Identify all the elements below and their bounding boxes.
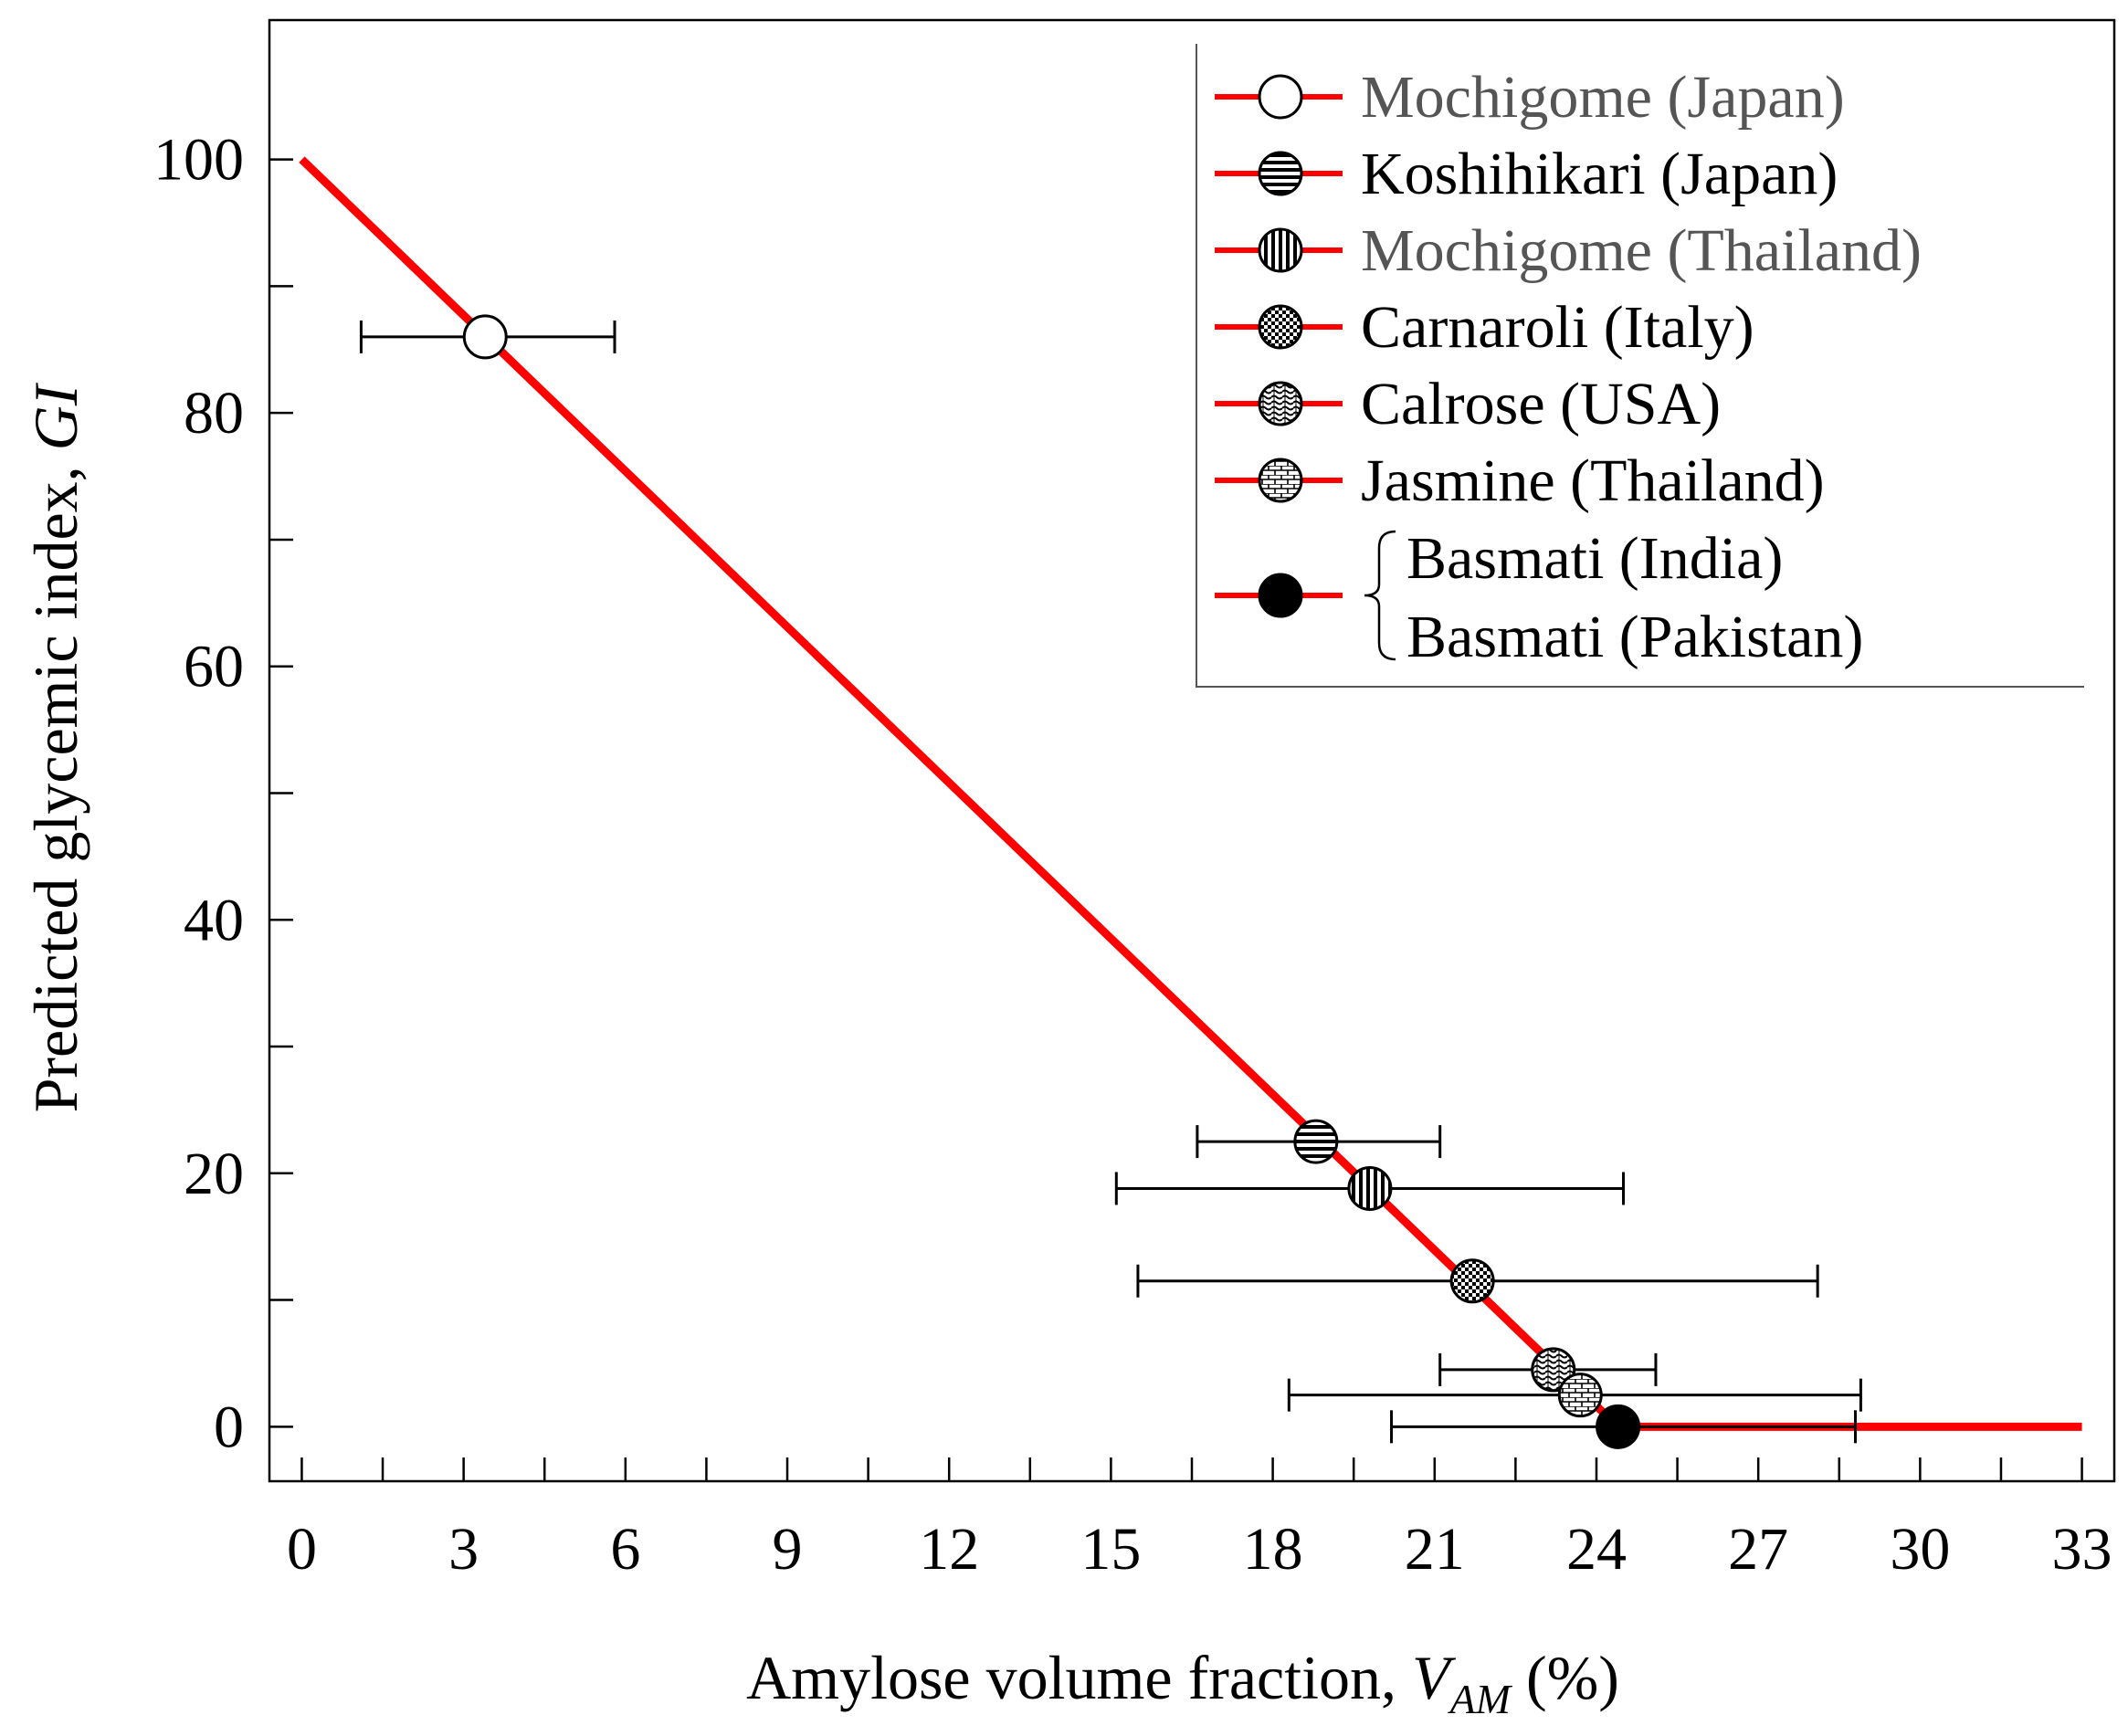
x-tick-label: 15 xyxy=(1080,1516,1141,1583)
y-tick-label: 0 xyxy=(214,1394,244,1460)
y-tick-label: 40 xyxy=(184,887,244,953)
legend-frame xyxy=(1196,44,2084,688)
fit-line xyxy=(299,156,2082,1431)
legend-label: Mochigome (Japan) xyxy=(1361,64,1845,131)
legend-marker xyxy=(1258,573,1303,618)
x-tick-label: 21 xyxy=(1405,1516,1465,1583)
y-tick-label: 20 xyxy=(184,1141,244,1207)
x-tick-label: 0 xyxy=(287,1516,317,1583)
x-tick-label: 3 xyxy=(448,1516,479,1583)
legend-label: Jasmine (Thailand) xyxy=(1361,447,1825,514)
legend-label: Basmati (India) xyxy=(1406,525,1783,592)
legend-marker xyxy=(1258,458,1303,503)
data-point xyxy=(462,314,508,360)
x-tick-label: 6 xyxy=(610,1516,640,1583)
data-point xyxy=(1347,1165,1393,1211)
legend-label: Calrose (USA) xyxy=(1361,371,1721,437)
legend-marker xyxy=(1258,227,1303,273)
y-tick-label: 60 xyxy=(184,634,244,700)
data-point xyxy=(1557,1373,1603,1418)
legend-marker xyxy=(1258,74,1303,120)
legend-marker xyxy=(1258,304,1303,350)
legend-label: Koshihikari (Japan) xyxy=(1361,141,1838,207)
x-tick-label: 27 xyxy=(1728,1516,1788,1583)
x-tick-label: 12 xyxy=(919,1516,979,1583)
x-axis-title: Amylose volume fraction, VAM (%) xyxy=(746,1643,1619,1722)
data-point xyxy=(1596,1404,1641,1449)
data-point xyxy=(1293,1119,1339,1164)
legend-marker xyxy=(1258,381,1303,426)
legend-label: Mochigome (Thailand) xyxy=(1361,217,1922,284)
legend-marker xyxy=(1258,151,1303,196)
x-tick-label: 24 xyxy=(1566,1516,1627,1583)
legend-label: Basmati (Pakistan) xyxy=(1406,604,1863,670)
legend-label: Carnaroli (Italy) xyxy=(1361,294,1754,361)
y-axis-title: Predicted glycemic index, GI xyxy=(21,382,90,1112)
y-tick-label: 100 xyxy=(153,127,244,194)
x-tick-label: 33 xyxy=(2052,1516,2112,1583)
x-tick-label: 9 xyxy=(773,1516,803,1583)
legend-brace xyxy=(1364,530,1396,661)
y-tick-label: 80 xyxy=(184,380,244,447)
legend: Mochigome (Japan) Koshihikari (Japan) Moch… xyxy=(1196,44,2084,688)
x-tick-label: 18 xyxy=(1243,1516,1303,1583)
x-tick-label: 30 xyxy=(1890,1516,1950,1583)
data-point xyxy=(1449,1258,1495,1304)
